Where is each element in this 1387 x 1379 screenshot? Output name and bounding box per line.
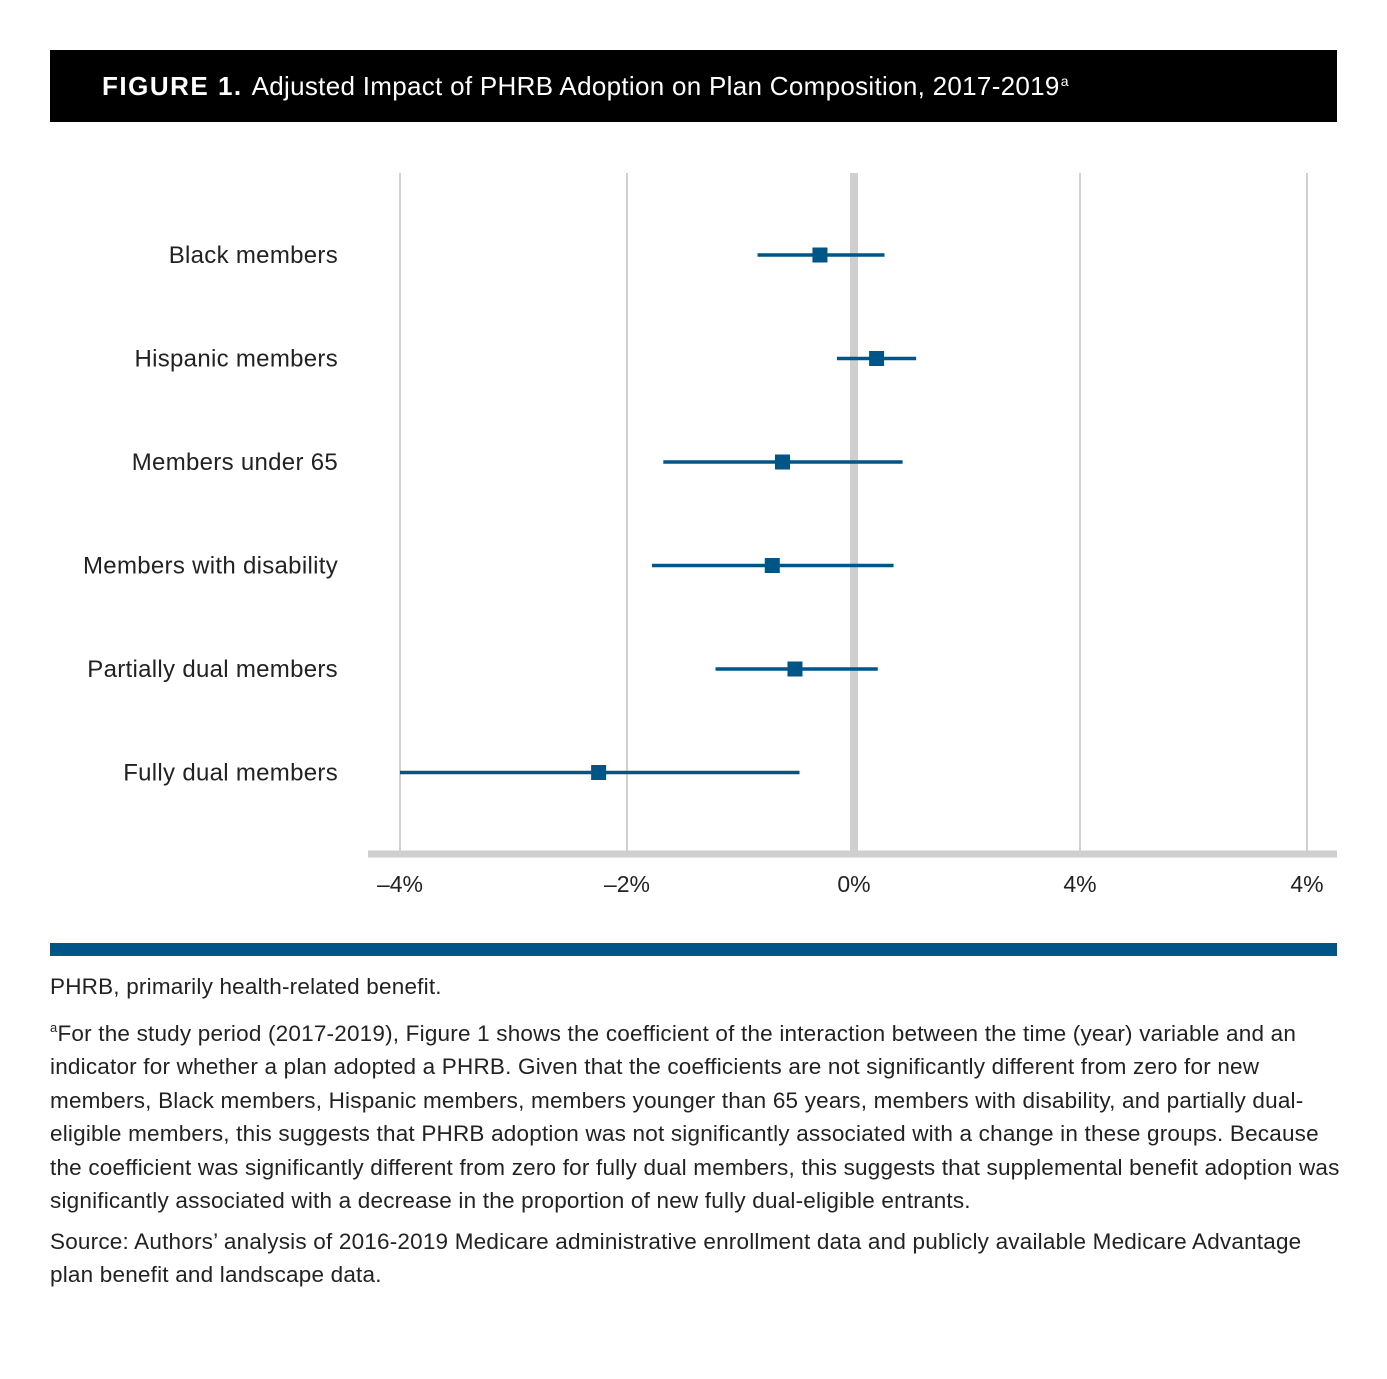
row-label: Black members bbox=[169, 242, 338, 269]
estimate-marker bbox=[869, 351, 885, 366]
footnote-text: For the study period (2017-2019), Figure… bbox=[50, 1020, 1340, 1214]
x-tick-label: 4% bbox=[1290, 871, 1323, 897]
figure-title: Adjusted Impact of PHRB Adoption on Plan… bbox=[252, 71, 1069, 102]
forest-plot: –4% –2% 0% 4% 4% Black members Hispanic membe… bbox=[83, 173, 1337, 897]
figure-label: FIGURE 1. bbox=[102, 70, 243, 101]
row-label: Partially dual members bbox=[87, 656, 338, 683]
row-label: Members with disability bbox=[83, 553, 338, 580]
estimate-marker bbox=[591, 765, 607, 780]
row-label: Members under 65 bbox=[132, 449, 338, 476]
footer-rule bbox=[50, 943, 1337, 956]
figure-title-superscript: a bbox=[1060, 72, 1069, 89]
figure-notes: PHRB, primarily health-related benefit. … bbox=[50, 970, 1350, 1299]
estimate-marker bbox=[774, 454, 790, 470]
x-tick-label: 4% bbox=[1063, 871, 1096, 897]
row-labels: Black members Hispanic members Members und… bbox=[83, 242, 338, 787]
estimate-marker bbox=[764, 558, 780, 573]
plot-marks bbox=[400, 247, 917, 780]
figure-title-text: Adjusted Impact of PHRB Adoption on Plan… bbox=[251, 70, 1060, 101]
figure-header: FIGURE 1. Adjusted Impact of PHRB Adopti… bbox=[50, 50, 1337, 122]
footnote-marker: a bbox=[50, 1019, 58, 1035]
estimate-marker bbox=[787, 661, 803, 677]
x-axis: –4% –2% 0% 4% 4% bbox=[368, 850, 1337, 897]
row-label: Fully dual members bbox=[123, 760, 338, 787]
source-note: Source: Authors’ analysis of 2016-2019 M… bbox=[50, 1228, 1302, 1288]
x-tick-label: 0% bbox=[837, 871, 870, 897]
abbreviation-note: PHRB, primarily health-related benefit. bbox=[50, 974, 442, 999]
x-tick-label: –4% bbox=[377, 871, 423, 897]
footnote: aFor the study period (2017-2019), Figur… bbox=[50, 1011, 1350, 1218]
estimate-marker bbox=[812, 247, 828, 263]
row-label: Hispanic members bbox=[134, 346, 338, 373]
x-tick-label: –2% bbox=[604, 871, 650, 897]
gridlines bbox=[399, 173, 1308, 852]
